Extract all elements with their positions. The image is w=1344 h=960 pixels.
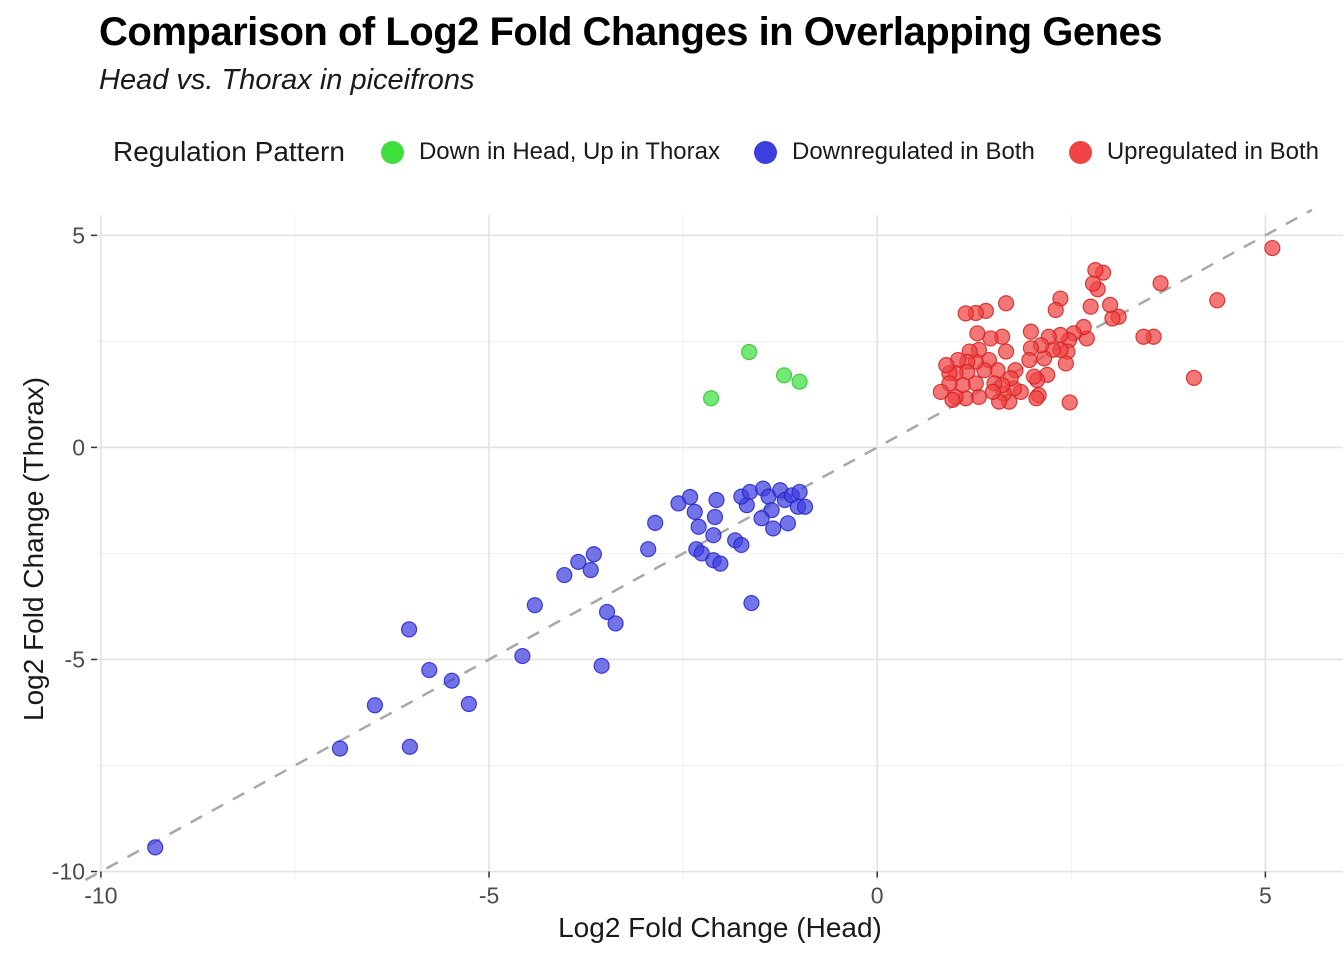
data-point-downregulated-in-both	[147, 839, 164, 856]
green-legend-dot-icon	[380, 140, 404, 164]
data-point-upregulated-in-both	[944, 391, 961, 409]
data-point-upregulated-in-both	[1082, 298, 1099, 315]
data-point-downregulated-in-both	[401, 738, 418, 755]
data-point-upregulated-in-both	[1028, 390, 1045, 407]
data-point-downregulated-in-both	[741, 483, 758, 501]
data-point-upregulated-in-both	[1021, 351, 1038, 369]
data-point-downregulated-in-both	[647, 514, 664, 532]
data-point-downregulated-in-both	[400, 621, 418, 638]
data-point-downregulated-in-both	[570, 553, 587, 571]
data-point-upregulated-in-both	[938, 357, 955, 374]
data-point-down-in-head-up-in-thorax	[791, 373, 808, 390]
data-point-upregulated-in-both	[1209, 292, 1226, 309]
legend-label: Downregulated in Both	[791, 138, 1035, 165]
data-point-downregulated-in-both	[582, 561, 599, 579]
data-point-upregulated-in-both	[1047, 301, 1064, 319]
data-point-downregulated-in-both	[765, 520, 782, 537]
y-axis-title: Log2 Fold Change (Thorax)	[18, 377, 49, 721]
blue-legend-dot-icon	[753, 140, 777, 164]
y-tick-label: -10	[52, 859, 85, 885]
data-point-upregulated-in-both	[1152, 275, 1169, 292]
data-point-upregulated-in-both	[984, 383, 1001, 400]
x-axis-title: Log2 Fold Change (Head)	[558, 912, 882, 943]
legend-item-upregulated-both: Upregulated in Both	[1068, 138, 1319, 166]
data-point-downregulated-in-both	[421, 661, 438, 679]
data-point-downregulated-in-both	[743, 594, 760, 612]
data-point-upregulated-in-both	[1087, 262, 1104, 279]
data-point-downregulated-in-both	[640, 541, 657, 558]
data-point-downregulated-in-both	[791, 483, 808, 501]
data-point-downregulated-in-both	[593, 657, 610, 674]
data-point-upregulated-in-both	[997, 343, 1015, 360]
legend-item-down-head-up-thorax: Down in Head, Up in Thorax	[380, 138, 720, 166]
data-point-upregulated-in-both	[932, 383, 949, 400]
y-tick-label: 0	[72, 434, 85, 460]
data-point-upregulated-in-both	[1185, 369, 1203, 386]
data-point-upregulated-in-both	[1104, 310, 1121, 327]
data-point-downregulated-in-both	[708, 491, 725, 509]
data-point-upregulated-in-both	[1102, 296, 1119, 314]
x-tick-label: 5	[1259, 883, 1272, 909]
data-point-downregulated-in-both	[686, 503, 703, 520]
data-point-downregulated-in-both	[712, 555, 729, 572]
data-point-upregulated-in-both	[1084, 275, 1102, 292]
x-tick-label: -5	[479, 883, 499, 909]
data-point-upregulated-in-both	[1036, 350, 1053, 367]
data-point-downregulated-in-both	[460, 695, 477, 713]
data-point-downregulated-in-both	[598, 603, 616, 621]
data-point-upregulated-in-both	[1135, 328, 1152, 345]
data-point-downregulated-in-both	[706, 508, 724, 526]
data-point-downregulated-in-both	[556, 566, 573, 584]
data-point-upregulated-in-both	[1264, 239, 1281, 257]
chart-title: Comparison of Log2 Fold Changes in Overl…	[99, 10, 1163, 54]
data-point-downregulated-in-both	[366, 697, 384, 714]
data-point-upregulated-in-both	[1057, 355, 1074, 372]
legend-item-downregulated-both: Downregulated in Both	[753, 138, 1035, 166]
legend-title: Regulation Pattern	[113, 136, 345, 167]
chart-subtitle: Head vs. Thorax in piceifrons	[99, 64, 475, 96]
x-tick-label: -10	[84, 883, 117, 909]
data-point-upregulated-in-both	[1025, 368, 1043, 385]
red-legend-dot-icon	[1068, 140, 1092, 164]
data-point-downregulated-in-both	[585, 546, 602, 563]
x-tick-label: 0	[871, 883, 884, 909]
data-point-downregulated-in-both	[796, 498, 814, 515]
data-point-down-in-head-up-in-thorax	[775, 367, 793, 384]
data-point-downregulated-in-both	[514, 647, 531, 665]
y-tick-label: 5	[72, 222, 85, 248]
legend-label: Upregulated in Both	[1106, 138, 1319, 165]
data-point-upregulated-in-both	[1061, 394, 1078, 411]
data-point-downregulated-in-both	[526, 597, 543, 614]
data-point-upregulated-in-both	[997, 295, 1015, 312]
data-point-downregulated-in-both	[733, 536, 750, 554]
legend-label: Down in Head, Up in Thorax	[418, 138, 720, 165]
data-point-downregulated-in-both	[607, 615, 624, 632]
y-tick-label: -5	[65, 646, 85, 672]
data-point-down-in-head-up-in-thorax	[702, 390, 720, 407]
data-point-downregulated-in-both	[705, 527, 722, 544]
legend: Regulation Pattern Down in Head, Up in T…	[113, 130, 1344, 174]
data-point-upregulated-in-both	[969, 325, 986, 342]
data-point-upregulated-in-both	[1022, 323, 1040, 340]
data-point-downregulated-in-both	[443, 672, 460, 689]
data-point-downregulated-in-both	[682, 488, 699, 506]
data-point-downregulated-in-both	[779, 515, 797, 532]
data-point-downregulated-in-both	[690, 518, 707, 535]
data-point-downregulated-in-both	[753, 510, 770, 527]
data-point-upregulated-in-both	[957, 305, 974, 322]
data-point-down-in-head-up-in-thorax	[741, 343, 758, 361]
data-point-downregulated-in-both	[331, 740, 349, 757]
